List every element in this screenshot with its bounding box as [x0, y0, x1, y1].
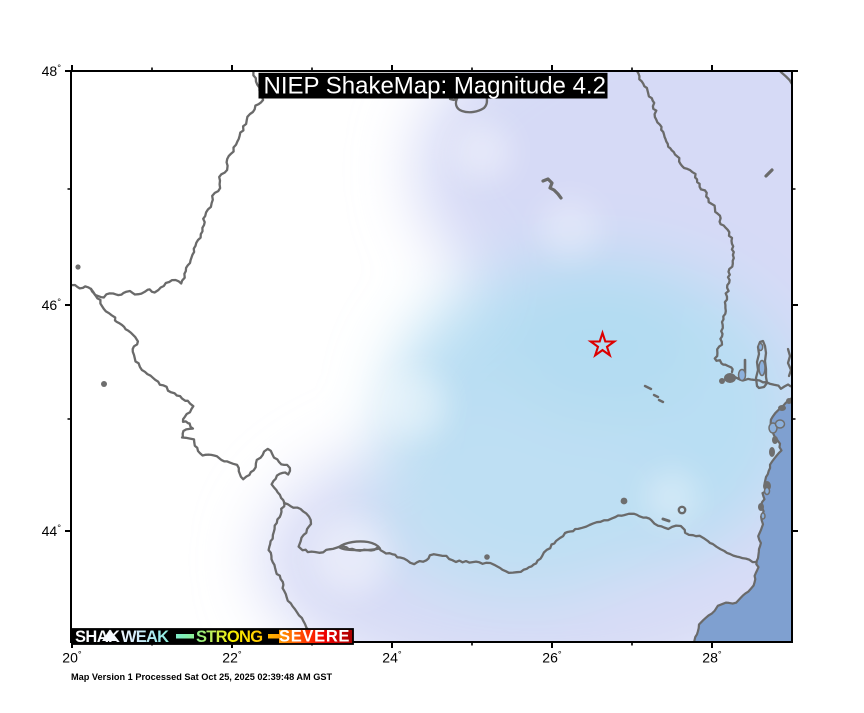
- svg-text:46°: 46°: [42, 297, 62, 313]
- svg-text:26°: 26°: [542, 650, 562, 666]
- svg-text:44°: 44°: [42, 523, 62, 539]
- svg-text:28°: 28°: [702, 650, 722, 666]
- svg-text:22°: 22°: [222, 650, 242, 666]
- svg-text:48°: 48°: [42, 63, 62, 79]
- svg-text:Map Version 1 Processed Sat Oc: Map Version 1 Processed Sat Oct 25, 2025…: [71, 672, 332, 682]
- svg-text:SEVERE: SEVERE: [279, 628, 350, 646]
- svg-text:24°: 24°: [382, 650, 402, 666]
- svg-text:20°: 20°: [62, 650, 82, 666]
- svg-text:NIEP ShakeMap: Magnitude 4.2: NIEP ShakeMap: Magnitude 4.2: [264, 73, 606, 100]
